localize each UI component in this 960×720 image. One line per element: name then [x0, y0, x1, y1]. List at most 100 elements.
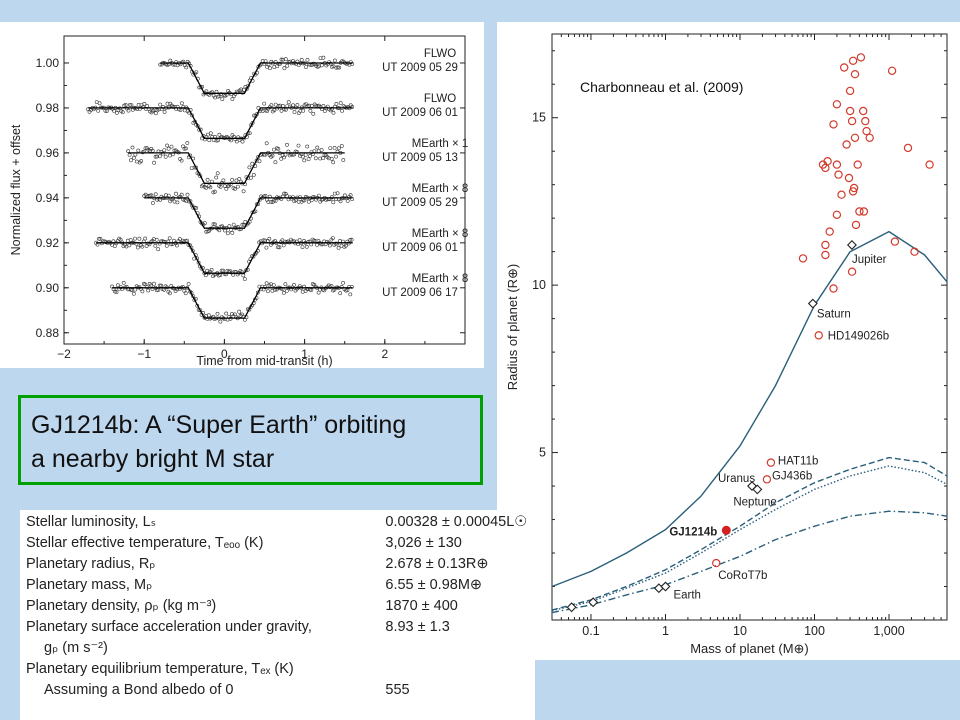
light-curve-point	[266, 289, 270, 294]
light-curve-point	[251, 172, 256, 177]
light-curve-point	[283, 57, 288, 62]
planet-label: HD149026b	[828, 330, 889, 342]
light-curve-point	[174, 191, 178, 196]
y-tick-label: 1.00	[36, 56, 60, 70]
series-label: MEarth × 8	[412, 273, 469, 285]
light-curve-point	[171, 105, 176, 109]
light-curve-point	[331, 160, 336, 165]
light-curve-point	[306, 199, 311, 204]
light-curve-point	[150, 201, 155, 205]
exoplanet-point	[766, 458, 776, 467]
exoplanet-point	[848, 187, 858, 196]
light-curve-point	[285, 142, 289, 147]
light-curve-point	[205, 177, 210, 182]
light-curve-point	[346, 241, 351, 246]
light-curve-point	[304, 244, 309, 249]
light-curve-point	[214, 138, 219, 143]
light-curve-point	[162, 110, 167, 114]
x-tick-label: 0	[221, 347, 228, 361]
parameter-value: 0.00328 ± 0.00045L☉	[385, 514, 528, 530]
light-curve-point	[306, 157, 311, 162]
x-tick-label: 10	[733, 624, 747, 638]
light-curve-point	[281, 290, 286, 295]
light-curve-point	[208, 131, 213, 136]
light-curve-point	[157, 154, 162, 159]
light-curve-point	[240, 139, 245, 144]
light-curve-point	[158, 102, 163, 107]
planet-label: Saturn	[817, 309, 851, 321]
light-curve-point	[185, 192, 190, 197]
parameter-value: 8.93 ± 1.3	[385, 619, 450, 635]
light-curve-point	[184, 65, 189, 70]
x-tick-label: 1	[301, 347, 308, 361]
light-curve-point	[276, 147, 281, 151]
light-curve-point	[331, 64, 336, 69]
light-curve-point	[269, 103, 274, 108]
light-curve-point	[340, 109, 345, 113]
light-curve-point	[163, 154, 168, 159]
light-curve-point	[319, 148, 324, 152]
light-curve-point	[123, 103, 128, 107]
table-row: Assuming a Bond albedo of 0 555	[26, 682, 535, 703]
exoplanet-point	[859, 207, 869, 216]
light-curve-point	[229, 92, 233, 97]
light-curve-point	[257, 159, 262, 164]
light-curve-point	[348, 193, 353, 198]
light-curve-point	[142, 102, 147, 106]
solar-system-planet-marker	[752, 484, 763, 495]
parameter-value	[385, 661, 535, 682]
parameter-table: Stellar luminosity, Lₛ 0.00328 ± 0.00045L…	[26, 514, 535, 703]
light-curve-point	[154, 288, 159, 293]
transit-model-line	[160, 62, 353, 94]
table-row: Planetary mass, Mₚ 6.55 ± 0.98M⊕	[26, 577, 535, 598]
light-curve-point	[282, 66, 287, 71]
light-curve-point	[276, 62, 281, 66]
y-tick-label: 0.88	[36, 326, 60, 340]
light-curve-point	[345, 198, 350, 203]
planet-label: CoRoT7b	[718, 570, 767, 582]
light-curve-point	[299, 58, 304, 62]
y-axis-label: Radius of planet (R⊕)	[505, 264, 520, 391]
light-curve-point	[336, 245, 341, 250]
light-curve-point	[225, 231, 230, 236]
light-curve-point	[250, 161, 255, 166]
light-curve-point	[303, 152, 308, 157]
light-curve-point	[221, 178, 226, 183]
light-curve-point	[268, 66, 272, 71]
exoplanet-point	[821, 163, 830, 173]
light-curve-point	[242, 277, 247, 281]
light-curve-point	[185, 141, 190, 145]
light-curve-point	[215, 311, 220, 316]
light-curve-point	[166, 146, 171, 151]
light-curve-point	[292, 282, 296, 287]
light-curve-point	[104, 109, 109, 114]
citation-text: Charbonneau et al. (2009)	[580, 79, 743, 95]
light-curve-point	[167, 291, 172, 296]
planet-label: Earth	[673, 590, 701, 602]
light-curve-point	[221, 268, 226, 273]
light-curve-point	[247, 165, 252, 170]
light-curve-point	[338, 101, 343, 105]
y-tick-label: 0.90	[36, 281, 60, 295]
light-curve-point	[194, 70, 199, 75]
parameter-value: 2.678 ± 0.13R⊕	[385, 556, 489, 572]
model-curve-dashed	[551, 456, 948, 611]
slide-title-line-2: a nearby bright M star	[31, 445, 275, 473]
light-curve-point	[137, 236, 142, 241]
table-row: Planetary radius, Rₚ 2.678 ± 0.13R⊕	[26, 556, 535, 577]
light-curve-point	[112, 109, 116, 113]
light-curve-point	[183, 146, 188, 151]
light-curve-point	[335, 241, 340, 246]
light-curve-point	[131, 291, 136, 296]
light-curve-point	[349, 237, 354, 242]
light-curve-point	[164, 243, 169, 248]
light-curve-point	[234, 139, 239, 144]
series-label: FLWO	[424, 93, 456, 105]
exoplanet-point	[845, 106, 855, 116]
model-curve-dotted	[551, 465, 948, 612]
exoplanet-point	[712, 558, 721, 568]
light-curve-point	[312, 149, 317, 154]
solar-system-planet-marker	[807, 298, 818, 309]
light-curve-point	[267, 236, 272, 241]
exoplanet-point	[840, 63, 849, 72]
